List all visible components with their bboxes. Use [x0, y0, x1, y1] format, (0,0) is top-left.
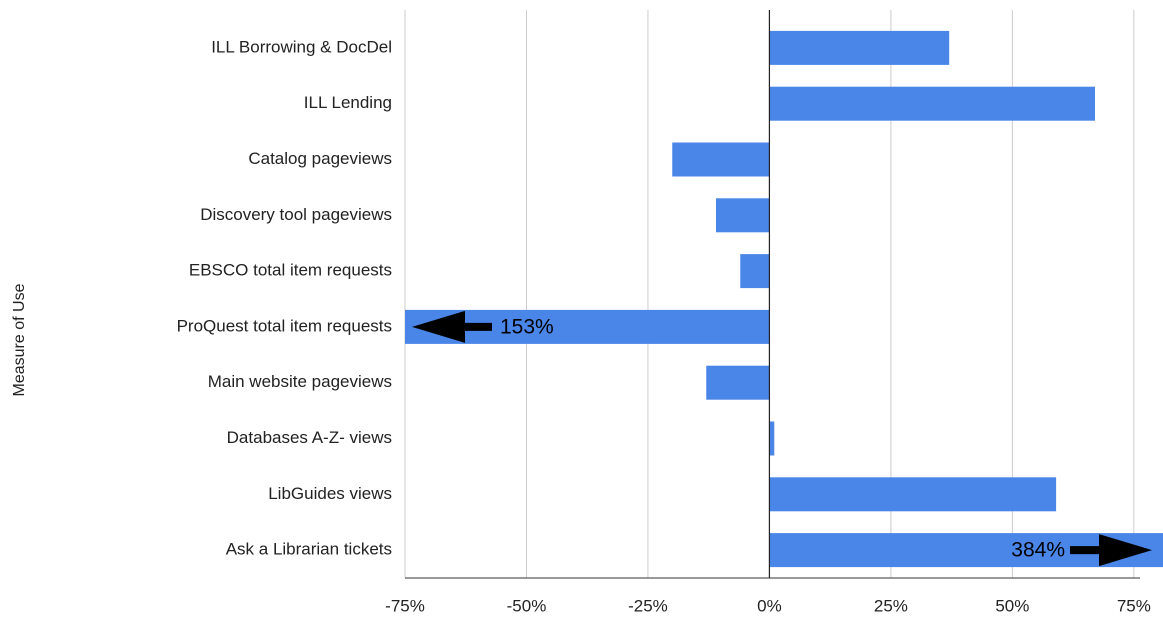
y-tick-label: Main website pageviews: [208, 372, 392, 391]
x-tick-label: 25%: [874, 596, 908, 615]
y-tick-label: ProQuest total item requests: [177, 316, 392, 335]
y-tick-label: Discovery tool pageviews: [200, 205, 392, 224]
bar: [769, 86, 1095, 121]
y-axis-label: Measure of Use: [11, 283, 28, 396]
y-tick-label: LibGuides views: [268, 484, 392, 503]
bar: [405, 309, 770, 344]
x-tick-label: 75%: [1117, 596, 1151, 615]
x-tick-label: 0%: [757, 596, 782, 615]
value-label: 384%: [1011, 539, 1065, 562]
y-tick-label: ILL Borrowing & DocDel: [211, 37, 392, 56]
bar: [740, 254, 770, 289]
x-tick-label: -75%: [385, 596, 425, 615]
value-label: 153%: [500, 315, 554, 338]
bar: [769, 477, 1057, 512]
bar: [769, 30, 950, 65]
bar: [769, 421, 775, 456]
y-tick-label: Databases A-Z- views: [227, 428, 392, 447]
x-tick-label: -50%: [507, 596, 547, 615]
bars: [405, 30, 1163, 568]
y-tick-label: EBSCO total item requests: [189, 261, 392, 280]
bar: [672, 142, 770, 177]
x-tick-label: 50%: [995, 596, 1029, 615]
arrow: [1070, 534, 1152, 567]
bar: [706, 365, 770, 400]
y-tick-label: ILL Lending: [304, 93, 392, 112]
bar: [715, 198, 770, 233]
arrow: [412, 310, 492, 343]
y-tick-label: Catalog pageviews: [248, 149, 392, 168]
x-tick-label: -25%: [628, 596, 668, 615]
y-tick-label: Ask a Librarian tickets: [226, 540, 392, 559]
